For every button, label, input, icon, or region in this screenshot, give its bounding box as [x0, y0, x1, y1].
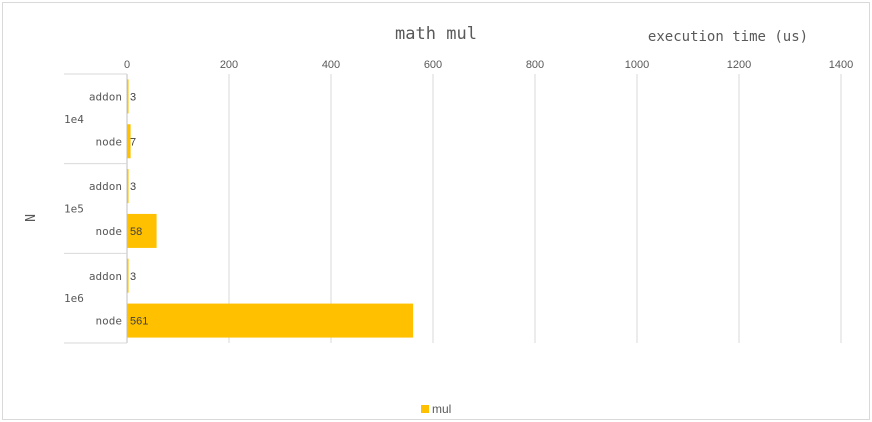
data-label: 561: [130, 316, 148, 328]
chart-title: math mul: [395, 24, 477, 44]
y-axis-title: N: [24, 214, 39, 222]
x-tick-label: 200: [220, 59, 238, 71]
x-tick-label: 0: [124, 59, 130, 71]
bar-1e6-node: [127, 303, 414, 338]
x-tick-label: 600: [424, 59, 442, 71]
category-label: node: [96, 225, 123, 238]
bar-1e4-node: [127, 124, 131, 159]
category-label: addon: [89, 90, 122, 103]
x-tick-label: 400: [322, 59, 340, 71]
data-label: 3: [130, 271, 136, 283]
group-label: 1e5: [64, 203, 84, 216]
legend-swatch-mul: [421, 405, 429, 413]
data-label: 3: [130, 91, 136, 103]
bar-1e4-addon: [127, 79, 129, 114]
data-label: 7: [130, 136, 136, 148]
category-label: node: [96, 315, 123, 328]
category-label: addon: [89, 270, 122, 283]
x-axis-title: execution time (us): [648, 29, 808, 45]
category-label: node: [96, 135, 123, 148]
group-label: 1e6: [64, 292, 84, 305]
data-label: 3: [130, 181, 136, 193]
x-tick-label: 1000: [625, 59, 649, 71]
group-label: 1e4: [64, 113, 84, 126]
x-tick-label: 800: [526, 59, 544, 71]
bar-1e5-node: [127, 213, 157, 248]
category-label: addon: [89, 180, 122, 193]
x-tick-label: 1200: [727, 59, 751, 71]
bar-1e6-addon: [127, 258, 129, 293]
bar-1e5-addon: [127, 169, 129, 204]
legend-label-mul: mul: [432, 402, 451, 416]
x-tick-label: 1400: [829, 59, 853, 71]
data-label: 58: [130, 226, 142, 238]
